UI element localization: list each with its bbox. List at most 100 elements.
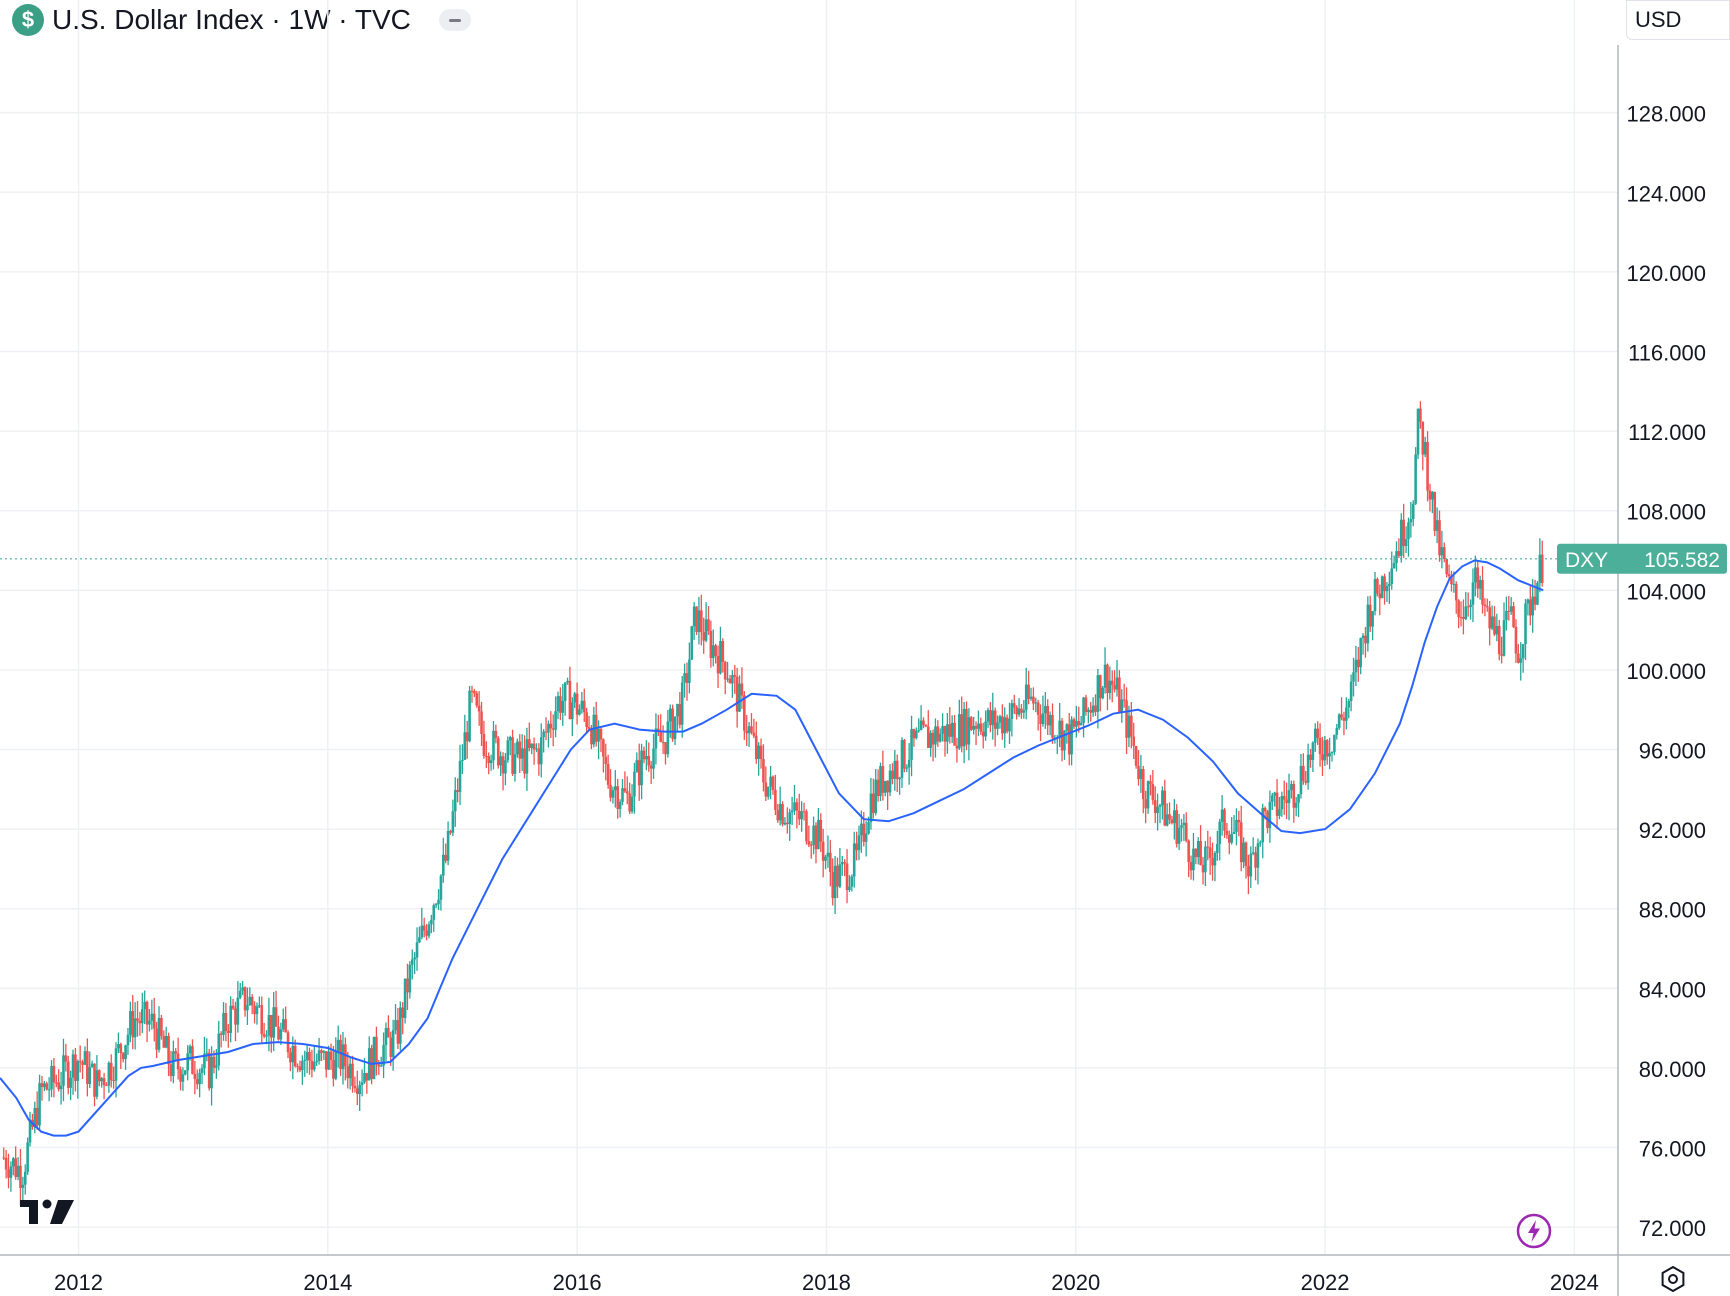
candle-body xyxy=(1268,801,1272,829)
candle-body xyxy=(1034,702,1038,704)
candle-body xyxy=(551,728,555,730)
candle-body xyxy=(513,754,517,774)
candle-body xyxy=(764,782,768,797)
candle-body xyxy=(136,1018,139,1021)
candle-body xyxy=(1497,625,1501,655)
candle-body xyxy=(320,1050,323,1053)
candle-body xyxy=(57,1082,60,1090)
candle-body xyxy=(16,1165,20,1177)
candle-body xyxy=(845,863,849,891)
candle-body xyxy=(403,978,407,1018)
candle-body xyxy=(1048,714,1052,726)
candle-body xyxy=(723,661,727,680)
candle-body xyxy=(800,811,803,820)
candle-body xyxy=(1039,714,1042,724)
candle-body xyxy=(494,730,498,739)
candle-body xyxy=(1058,720,1061,738)
candle-body xyxy=(40,1083,44,1088)
candle-body xyxy=(1130,715,1133,737)
candle-body xyxy=(797,810,801,820)
candle-body xyxy=(1227,834,1231,843)
candle-body xyxy=(893,760,897,779)
candle-body xyxy=(1328,753,1331,757)
candle-body xyxy=(38,1083,41,1126)
candle-body xyxy=(563,682,567,701)
candle-body xyxy=(33,1107,37,1128)
candle-body xyxy=(838,864,842,887)
candle-body xyxy=(1249,853,1253,877)
candle-body xyxy=(955,745,959,749)
candle-body xyxy=(1426,441,1429,491)
candle-body xyxy=(284,1019,287,1033)
candle-body xyxy=(52,1065,56,1083)
candle-body xyxy=(155,1028,158,1050)
candle-body xyxy=(59,1085,63,1090)
candle-body xyxy=(786,822,789,825)
candle-body xyxy=(872,793,875,814)
candle-body xyxy=(1182,822,1186,826)
candle-body xyxy=(508,737,512,741)
candle-body xyxy=(93,1063,96,1097)
candle-body xyxy=(781,804,784,825)
candle-body xyxy=(590,728,593,745)
candle-body xyxy=(241,987,244,991)
candle-body xyxy=(215,1065,218,1068)
candle-body xyxy=(645,755,648,760)
candle-body xyxy=(621,788,624,802)
candle-body xyxy=(1373,579,1377,612)
candle-body xyxy=(186,1053,189,1071)
candle-body xyxy=(475,693,479,706)
candle-body xyxy=(69,1077,72,1088)
candle-body xyxy=(317,1050,321,1062)
candle-body xyxy=(700,610,703,633)
candle-body xyxy=(205,1052,209,1054)
candle-body xyxy=(21,1184,25,1188)
candle-body xyxy=(996,722,999,729)
candle-body xyxy=(1175,810,1179,844)
candle-body xyxy=(585,712,588,728)
candle-body xyxy=(998,716,1002,723)
candle-body xyxy=(1395,551,1398,564)
candle-body xyxy=(611,790,615,798)
candle-body xyxy=(1177,827,1181,844)
candle-body xyxy=(28,1119,32,1143)
candle-body xyxy=(1383,576,1386,592)
candle-body xyxy=(78,1061,82,1063)
candle-body xyxy=(575,693,579,715)
candle-body xyxy=(762,759,765,783)
candle-body xyxy=(1462,617,1465,619)
candle-body xyxy=(379,1065,383,1067)
candle-body xyxy=(891,770,894,779)
candle-body xyxy=(683,673,686,683)
candle-body xyxy=(434,904,438,906)
tick-labels: 72.000 76.000 80.000 84.000 88.000 92.000 96.0… xyxy=(54,102,1706,1295)
candle-body xyxy=(1244,842,1248,867)
candle-body xyxy=(1239,822,1243,863)
candle-body xyxy=(238,990,242,998)
candle-body xyxy=(676,704,679,717)
symbol-title[interactable]: U.S. Dollar Index · 1W · TVC xyxy=(52,4,411,35)
candle-body xyxy=(1254,852,1257,868)
candle-body xyxy=(783,822,787,825)
lightning-icon[interactable] xyxy=(1516,1213,1552,1249)
candle-body xyxy=(919,720,923,731)
candle-body xyxy=(1414,454,1417,504)
candle-body xyxy=(1517,653,1520,663)
candle-body xyxy=(630,796,634,812)
candle-body xyxy=(539,737,543,765)
candle-body xyxy=(184,1070,187,1075)
candle-body xyxy=(547,723,550,733)
candle-body xyxy=(360,1082,364,1086)
candle-body xyxy=(1115,677,1119,690)
candle-body xyxy=(910,729,913,760)
candle-body xyxy=(948,724,952,737)
candle-body xyxy=(1020,708,1023,713)
candle-body xyxy=(255,1006,259,1015)
candle-body xyxy=(1122,699,1126,701)
settings-icon[interactable] xyxy=(1660,1266,1686,1292)
candle-body xyxy=(711,645,715,659)
candle-body xyxy=(1270,795,1274,802)
candle-body xyxy=(1440,547,1444,556)
collapse-icon[interactable] xyxy=(438,9,471,31)
